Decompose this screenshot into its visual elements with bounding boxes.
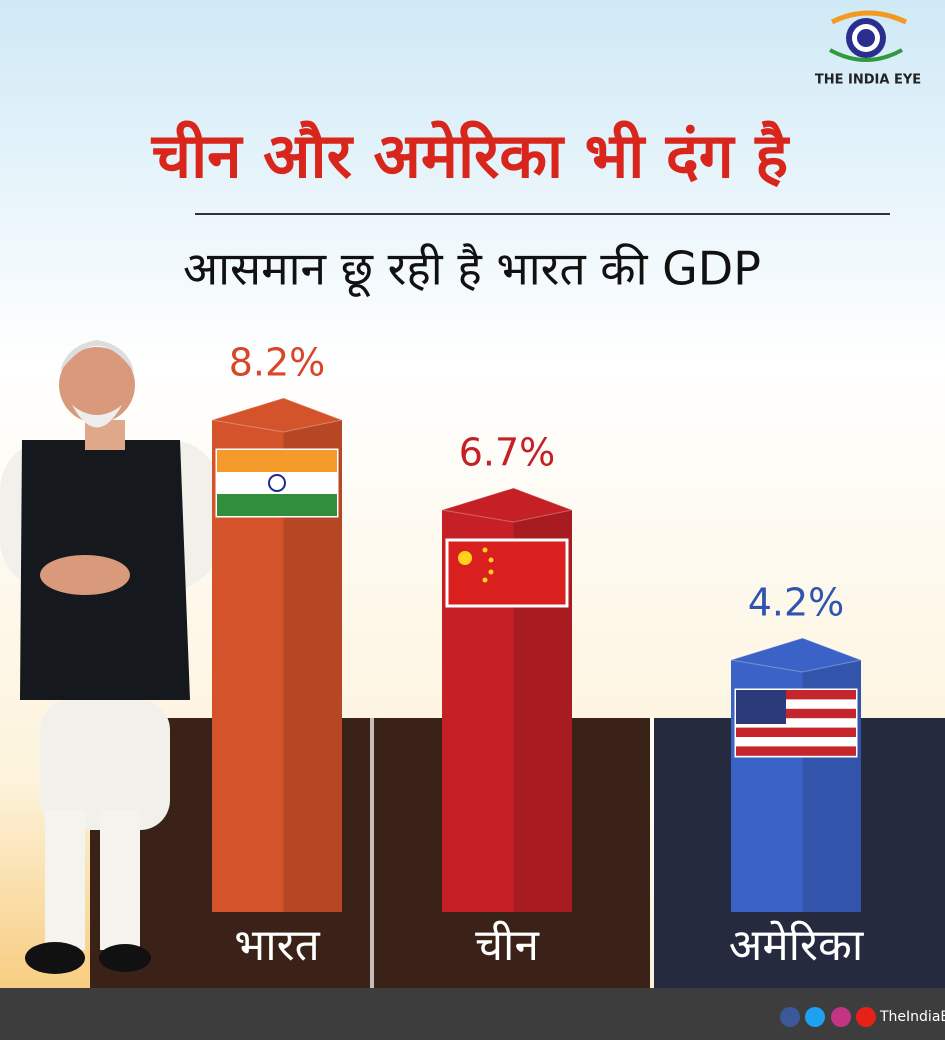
flag-band <box>217 450 337 472</box>
flag-band <box>217 494 337 516</box>
flag <box>445 538 569 608</box>
value-label: 8.2% <box>229 341 326 385</box>
flag-stripe <box>736 690 856 700</box>
bar-cap <box>441 487 574 523</box>
flag-star <box>482 547 488 553</box>
flag-star <box>488 569 494 575</box>
panel-divider <box>650 718 654 990</box>
brand: THE INDIA EYE <box>815 73 921 88</box>
category-label: भारत <box>234 920 320 971</box>
flag-canton <box>736 690 786 724</box>
flag-star <box>488 557 494 563</box>
flag-star <box>482 577 488 583</box>
flag-chakra <box>268 474 286 492</box>
footer-handle: TheIndiaEye <box>879 1009 945 1025</box>
chart-subtitle: आसमान छू रही है भारत की GDP <box>183 242 761 298</box>
flag-star <box>458 551 472 565</box>
person <box>0 340 220 974</box>
footer-bar <box>0 988 945 1040</box>
chart-title: चीन और अमेरिका भी दंग है <box>151 119 791 192</box>
value-label: 6.7% <box>459 431 556 475</box>
flag-stripe <box>736 708 856 719</box>
flag-stripe <box>736 727 856 737</box>
category-label: चीन <box>475 920 540 971</box>
bar-cap <box>211 397 344 433</box>
category-label: अमेरिका <box>729 920 865 971</box>
bar-cap <box>730 637 863 673</box>
social-icons <box>780 1007 876 1027</box>
value-label: 4.2% <box>748 581 845 625</box>
logo <box>829 10 908 62</box>
panel-divider <box>370 718 374 990</box>
flag-stripe <box>736 746 856 756</box>
